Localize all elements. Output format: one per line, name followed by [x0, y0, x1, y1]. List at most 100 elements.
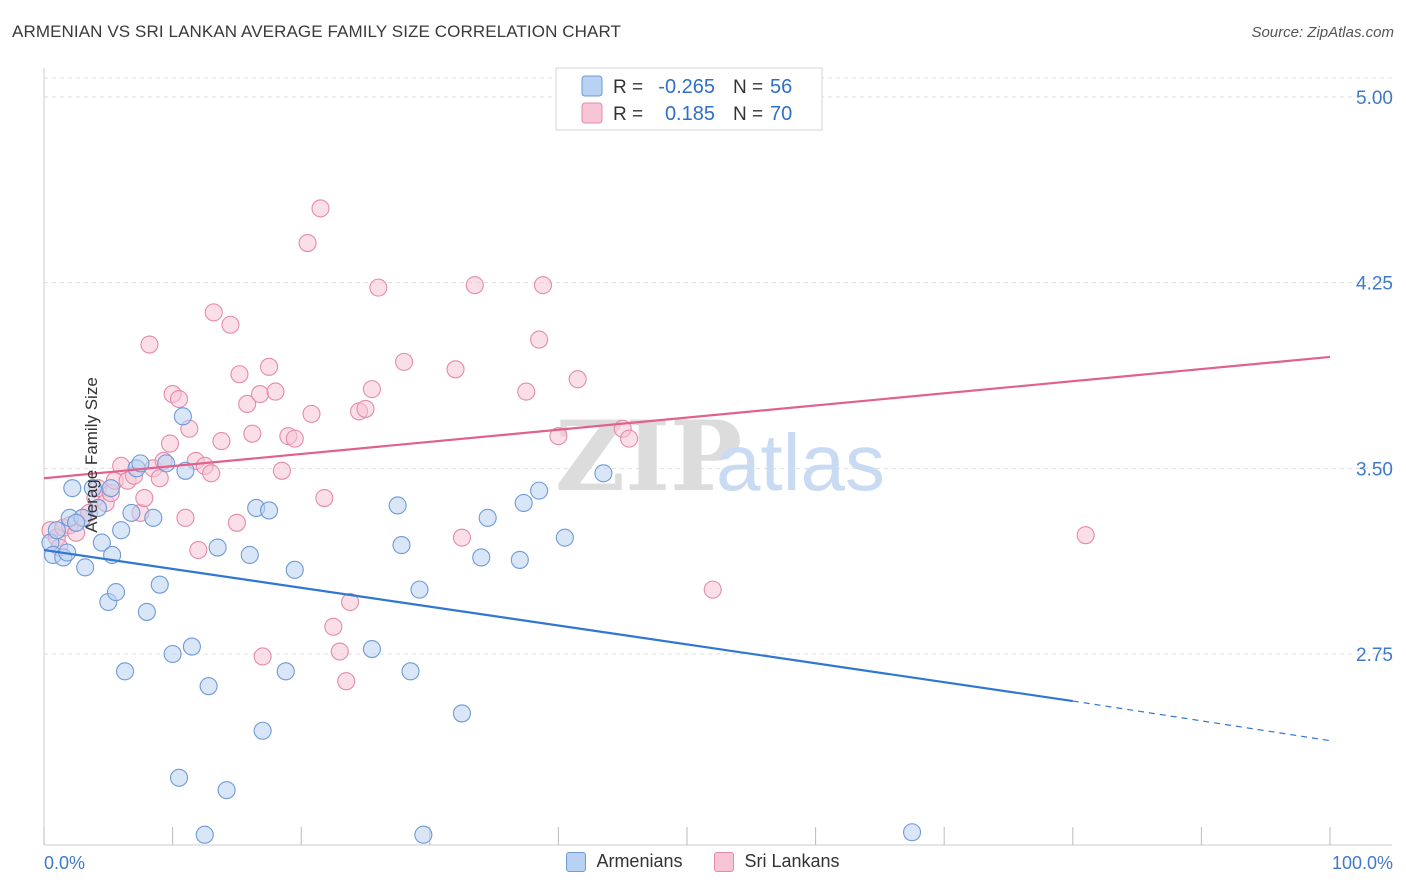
legend-n-label: N = — [733, 77, 763, 98]
data-point — [101, 479, 120, 498]
data-point — [112, 521, 131, 540]
data-point — [452, 528, 472, 547]
data-point — [472, 548, 491, 567]
armenians-swatch — [566, 851, 587, 872]
sri-lankans-trendline — [43, 355, 1331, 480]
y-tick-label: 4.25 — [1356, 274, 1393, 295]
data-point — [285, 429, 304, 448]
data-point — [266, 382, 285, 401]
legend-r-label: R = — [613, 104, 643, 125]
data-point — [182, 637, 201, 656]
legend-r-value: 0.185 — [665, 103, 715, 125]
data-point — [341, 592, 360, 612]
data-point — [92, 533, 111, 552]
data-point — [238, 394, 257, 414]
data-point — [202, 464, 221, 483]
data-point — [568, 370, 587, 389]
data-point — [1076, 526, 1095, 545]
data-point — [106, 583, 126, 602]
legend-item-sri-lankans[interactable]: Sri Lankans — [714, 851, 840, 872]
data-point — [140, 335, 159, 354]
data-point — [285, 560, 304, 579]
data-point — [253, 647, 272, 666]
data-point — [478, 508, 497, 527]
y-tick-label: 3.50 — [1356, 459, 1393, 480]
data-point — [160, 434, 180, 453]
y-tick-labels: 2.75 3.50 4.25 5.00 — [1356, 88, 1393, 666]
data-point — [530, 481, 549, 500]
data-point — [217, 781, 236, 800]
data-point — [362, 639, 381, 659]
data-point — [272, 461, 291, 480]
data-point — [83, 479, 102, 498]
data-point — [315, 488, 334, 508]
armenians-label: Armenians — [596, 851, 683, 871]
data-point — [324, 617, 343, 636]
data-point — [388, 496, 407, 515]
data-point — [337, 672, 356, 691]
data-point — [137, 602, 156, 621]
data-point — [311, 199, 330, 218]
x-tick-labels: 0.0% 100.0% — [44, 853, 1393, 873]
data-point — [47, 521, 66, 540]
data-point — [703, 580, 722, 599]
data-point — [195, 825, 214, 844]
gridlines — [44, 77, 1392, 655]
data-point — [369, 278, 388, 297]
sri-lankans-label: Sri Lankans — [744, 851, 840, 871]
data-point — [452, 704, 472, 723]
watermark: ZIP — [555, 400, 742, 513]
y-tick-label: 5.00 — [1356, 88, 1393, 109]
data-point — [446, 360, 465, 379]
data-point — [150, 575, 169, 594]
data-point — [410, 580, 429, 599]
data-point — [517, 382, 536, 401]
data-point — [530, 330, 549, 349]
chart-title: ARMENIAN VS SRI LANKAN AVERAGE FAMILY SI… — [12, 22, 622, 41]
data-point — [227, 513, 246, 532]
data-point — [902, 823, 922, 842]
data-point — [549, 427, 568, 446]
data-point — [169, 389, 189, 409]
data-point — [253, 721, 272, 740]
data-point — [221, 315, 240, 334]
data-point — [230, 365, 249, 384]
legend-swatch — [581, 75, 603, 97]
data-point — [240, 545, 259, 565]
data-point — [414, 825, 433, 844]
data-point — [163, 644, 182, 664]
data-point — [276, 662, 295, 681]
data-point — [510, 550, 529, 569]
legend-item-armenians[interactable]: Armenians — [566, 851, 682, 872]
data-point — [173, 407, 192, 426]
data-point — [176, 508, 195, 527]
legend-n-label: N = — [733, 104, 763, 125]
data-point — [356, 399, 375, 418]
data-point — [250, 385, 270, 404]
data-point — [208, 538, 227, 557]
data-point — [176, 461, 195, 480]
armenians-series — [41, 407, 922, 844]
data-point — [88, 498, 108, 517]
trendlines — [43, 355, 1331, 742]
data-point — [392, 536, 411, 555]
data-point — [212, 432, 231, 451]
sri-lankans-swatch — [714, 851, 735, 872]
data-point — [135, 488, 154, 508]
data-point — [594, 464, 613, 483]
y-tick-label: 2.75 — [1356, 645, 1393, 666]
correlation-legend: R = -0.265 N = 56 R = 0.185 N = 70 — [555, 67, 823, 131]
y-axis-label-wrap: Average Family Size — [82, 377, 102, 533]
data-point — [401, 662, 420, 681]
x-tick-label: 100.0% — [1332, 853, 1393, 873]
data-point — [533, 276, 553, 295]
data-point — [362, 380, 381, 399]
data-point — [63, 479, 82, 498]
data-point — [122, 503, 141, 522]
data-point — [144, 508, 163, 527]
x-tick-label: 0.0% — [44, 853, 85, 873]
source-label: Source: ZipAtlas.com — [1251, 24, 1394, 41]
legend-swatch — [581, 102, 603, 124]
armenians-trendline-extension — [1072, 700, 1331, 742]
